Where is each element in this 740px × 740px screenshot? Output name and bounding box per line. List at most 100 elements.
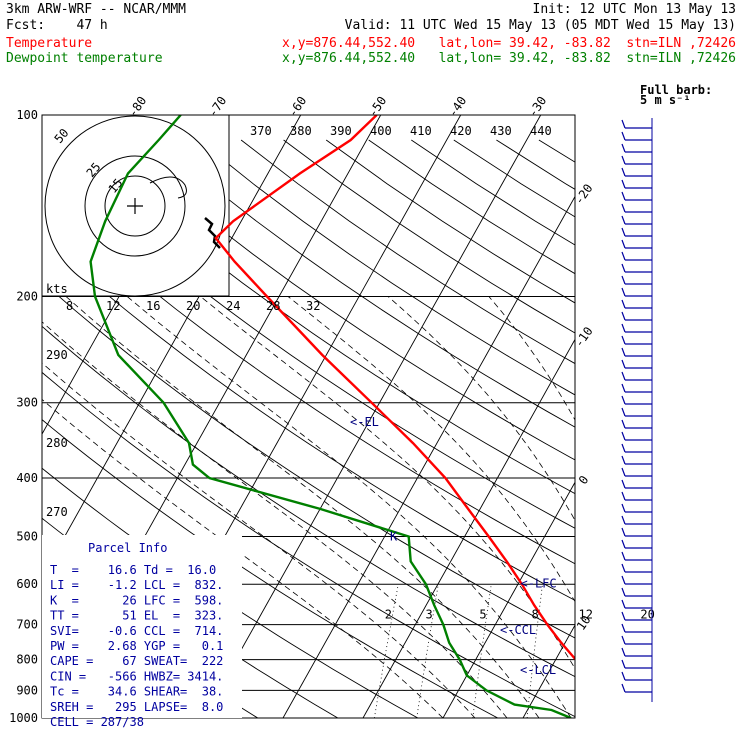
moist-adiabat-line <box>126 296 572 718</box>
dry-adiabat-line <box>283 139 575 334</box>
moist-adiabat-line <box>200 296 575 670</box>
moist-adiabat-line <box>65 296 540 718</box>
temperature-legend: Temperature <box>6 36 93 51</box>
wind-barb <box>621 251 652 261</box>
height-label: 280 <box>46 436 68 450</box>
moist-adiabat-line <box>488 296 575 421</box>
parcel-info-row: TT = 51 EL = 323. <box>50 609 223 623</box>
mixing-ratio-line <box>641 584 650 718</box>
parcel-marker-label: <-CCL <box>500 623 536 637</box>
hodograph-speed-label: 16 <box>146 299 160 313</box>
wind-barb <box>621 623 652 633</box>
pressure-tick-label: 400 <box>16 471 38 485</box>
parcel-info-box <box>42 535 242 718</box>
theta-label: 400 <box>370 124 392 138</box>
parcel-info-row: K = 26 LFC = 598. <box>50 593 223 607</box>
dry-adiabat-line <box>42 280 575 639</box>
mixing-ratio-label: 3 <box>426 608 433 622</box>
dry-adiabat-line <box>198 139 575 396</box>
dry-adiabat-line <box>155 139 575 428</box>
dry-adiabat-line <box>42 237 575 601</box>
isotherm-line <box>282 195 575 718</box>
wind-barb <box>621 683 652 693</box>
dry-adiabat-line <box>325 139 575 304</box>
temperature-trace <box>214 115 575 661</box>
wind-barb <box>621 371 652 381</box>
wind-barb <box>621 671 652 681</box>
dry-adiabat-line <box>240 139 575 365</box>
hodograph-speed-label: 12 <box>106 299 120 313</box>
dry-adiabat-line <box>42 419 499 718</box>
wind-barb <box>621 299 652 309</box>
parcel-info-row: LI = -1.2 LCL = 832. <box>50 578 223 592</box>
moist-adiabat-line <box>42 362 476 718</box>
pressure-tick-label: 800 <box>16 653 38 667</box>
pressure-tick-label: 1000 <box>9 711 38 725</box>
hodograph-ring <box>84 155 186 257</box>
theta-label: 430 <box>490 124 512 138</box>
isotherm-label: 0 <box>576 473 592 487</box>
wind-barb <box>621 491 652 501</box>
wind-barb <box>621 395 652 405</box>
wind-legend-label: Full barb: <box>640 83 712 97</box>
isotherm-label: -40 <box>445 94 469 120</box>
dewpoint-location: x,y=876.44,552.40 lat,lon= 39.42, -83.82… <box>282 51 736 66</box>
parcel-info-row: CAPE = 67 SWEAT= 222 <box>50 654 223 668</box>
wind-barb <box>621 359 652 369</box>
wind-barb <box>621 407 652 417</box>
theta-label: 440 <box>530 124 552 138</box>
isotherm-label: 10 <box>574 613 594 633</box>
wind-barb <box>621 239 652 249</box>
wind-barb <box>621 467 652 477</box>
wind-barb <box>621 143 652 153</box>
hodograph-ring <box>104 175 166 237</box>
wind-barb <box>621 167 652 177</box>
dry-adiabat-line <box>42 371 575 718</box>
theta-label: 410 <box>410 124 432 138</box>
isotherm-line <box>362 338 575 718</box>
theta-label: 380 <box>290 124 312 138</box>
isotherm-line <box>202 115 542 718</box>
wind-barb <box>621 635 652 645</box>
wind-barb <box>621 383 652 393</box>
wind-barb <box>621 335 652 345</box>
wind-barb <box>621 563 652 573</box>
dry-adiabat-line <box>368 139 575 275</box>
hodograph-speed-label: 32 <box>306 299 320 313</box>
hodograph-units: kts <box>46 282 68 296</box>
pressure-tick-label: 200 <box>16 290 38 304</box>
pressure-tick-label: 500 <box>16 529 38 543</box>
wind-barb <box>621 311 652 321</box>
wind-barb <box>621 131 652 141</box>
wind-barb <box>621 119 652 129</box>
moist-adiabat-line <box>387 296 575 522</box>
dry-adiabat-line <box>538 139 575 163</box>
wind-barb <box>621 203 652 213</box>
dry-adiabat-line <box>42 325 575 678</box>
dry-adiabat-line <box>113 139 575 461</box>
wind-barb <box>621 227 652 237</box>
wind-barb <box>621 551 652 561</box>
parcel-info-row: CIN = -566 HWBZ= 3414. <box>50 669 223 683</box>
parcel-info-title: Parcel Info <box>88 541 167 555</box>
moist-adiabat-line <box>42 321 508 718</box>
dry-adiabat-line <box>70 139 575 495</box>
wind-barb <box>621 323 652 333</box>
temperature-location: x,y=876.44,552.40 lat,lon= 39.42, -83.82… <box>282 36 736 51</box>
wind-barb <box>621 179 652 189</box>
pressure-tick-label: 300 <box>16 396 38 410</box>
wind-legend-unit: 5 m s⁻¹ <box>640 93 691 107</box>
dewpoint-legend: Dewpoint temperature <box>6 51 163 66</box>
height-label: 290 <box>46 348 68 362</box>
wind-barb <box>621 599 652 609</box>
wind-barb <box>621 443 652 453</box>
theta-label: 420 <box>450 124 472 138</box>
dry-adiabat-line <box>42 194 575 565</box>
isotherm-line <box>42 115 302 578</box>
parcel-info-row: SVI= -0.6 CCL = 714. <box>50 624 223 638</box>
parcel-info-row: CELL = 287/38 <box>50 715 144 729</box>
parcel-info-row: Tc = 34.6 SHEAR= 38. <box>50 685 223 699</box>
isotherm-label: -30 <box>525 94 549 120</box>
wind-barb <box>621 515 652 525</box>
